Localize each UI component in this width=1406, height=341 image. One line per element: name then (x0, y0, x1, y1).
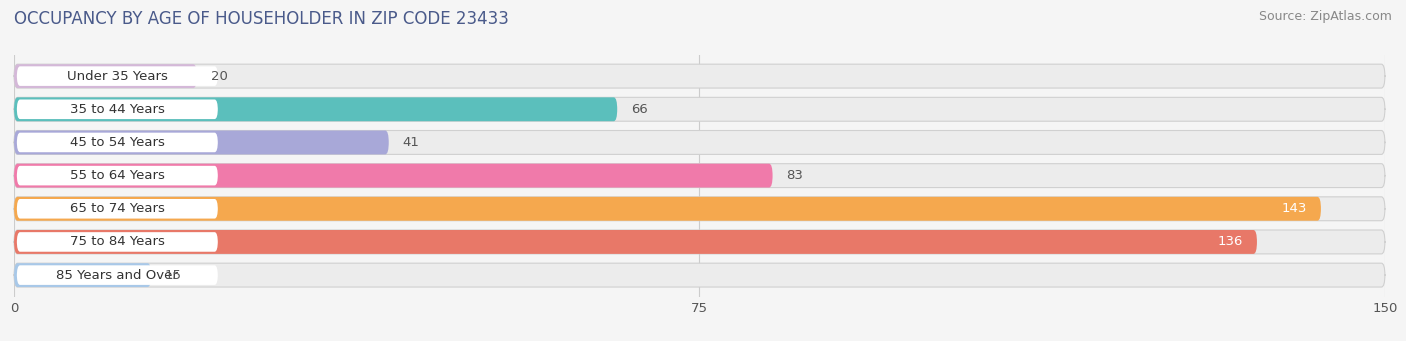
FancyBboxPatch shape (14, 197, 1385, 221)
FancyBboxPatch shape (14, 230, 1385, 254)
FancyBboxPatch shape (17, 265, 218, 285)
FancyBboxPatch shape (17, 199, 218, 219)
Text: 55 to 64 Years: 55 to 64 Years (70, 169, 165, 182)
Text: 136: 136 (1218, 235, 1243, 249)
FancyBboxPatch shape (14, 263, 152, 287)
FancyBboxPatch shape (14, 64, 197, 88)
Text: 143: 143 (1282, 202, 1308, 215)
Text: 75 to 84 Years: 75 to 84 Years (70, 235, 165, 249)
FancyBboxPatch shape (14, 197, 1322, 221)
FancyBboxPatch shape (14, 164, 1385, 188)
Text: 83: 83 (786, 169, 803, 182)
FancyBboxPatch shape (14, 131, 389, 154)
FancyBboxPatch shape (17, 100, 218, 119)
Text: 45 to 54 Years: 45 to 54 Years (70, 136, 165, 149)
Text: 65 to 74 Years: 65 to 74 Years (70, 202, 165, 215)
Text: 66: 66 (631, 103, 648, 116)
Text: 20: 20 (211, 70, 228, 83)
FancyBboxPatch shape (14, 97, 1385, 121)
Text: 35 to 44 Years: 35 to 44 Years (70, 103, 165, 116)
FancyBboxPatch shape (14, 131, 1385, 154)
FancyBboxPatch shape (17, 232, 218, 252)
FancyBboxPatch shape (14, 97, 617, 121)
Text: 41: 41 (402, 136, 419, 149)
Text: Under 35 Years: Under 35 Years (67, 70, 167, 83)
FancyBboxPatch shape (14, 164, 773, 188)
Text: 85 Years and Over: 85 Years and Over (56, 269, 179, 282)
FancyBboxPatch shape (14, 230, 1257, 254)
Text: OCCUPANCY BY AGE OF HOUSEHOLDER IN ZIP CODE 23433: OCCUPANCY BY AGE OF HOUSEHOLDER IN ZIP C… (14, 10, 509, 28)
FancyBboxPatch shape (14, 263, 1385, 287)
FancyBboxPatch shape (14, 64, 1385, 88)
FancyBboxPatch shape (17, 133, 218, 152)
FancyBboxPatch shape (17, 166, 218, 186)
Text: 15: 15 (165, 269, 181, 282)
Text: Source: ZipAtlas.com: Source: ZipAtlas.com (1258, 10, 1392, 23)
FancyBboxPatch shape (17, 66, 218, 86)
